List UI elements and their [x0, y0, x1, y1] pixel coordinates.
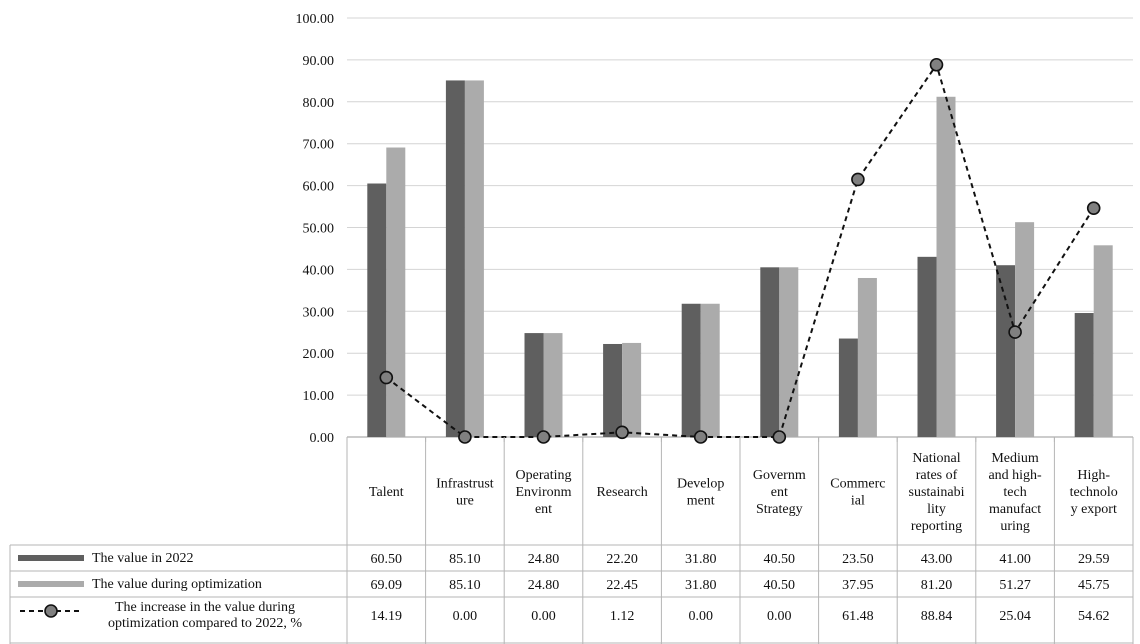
table-value: 31.80	[685, 552, 717, 567]
increase-line	[379, 57, 1101, 444]
y-tick-label: 10.00	[303, 389, 335, 404]
bar-optimization	[1015, 222, 1035, 437]
bar-optimization	[622, 342, 642, 437]
bar-2022	[838, 338, 858, 437]
bar-optimization	[543, 333, 563, 437]
category-label: Infrastrust ure	[436, 477, 494, 509]
table-value: 25.04	[999, 609, 1031, 624]
table-value: 0.00	[767, 609, 792, 624]
bar-2022	[524, 333, 544, 437]
category-label: Research	[596, 485, 647, 500]
increase-line-path	[385, 62, 1095, 438]
bar-2022	[1074, 313, 1094, 437]
table-value: 41.00	[999, 552, 1031, 567]
bar-optimization	[857, 277, 877, 437]
table-value: 85.10	[449, 552, 481, 567]
table-value: 54.62	[1078, 609, 1110, 624]
table-value: 43.00	[921, 552, 953, 567]
increase-point	[929, 57, 944, 72]
y-tick-label: 100.00	[296, 12, 335, 27]
y-tick-label: 90.00	[303, 54, 335, 69]
bar-2022	[917, 256, 937, 437]
table-value: 23.50	[842, 552, 874, 567]
table-value: 31.80	[685, 578, 717, 593]
y-tick-label: 40.00	[303, 263, 335, 278]
y-axis-tick-labels: 0.00 10.00 20.00 30.00 40.00 50.00 60.00 70.00 8…	[296, 12, 335, 446]
y-tick-label: 70.00	[303, 138, 335, 153]
bar-2022	[445, 80, 465, 437]
table-value: 0.00	[531, 609, 556, 624]
table-value: 14.19	[371, 609, 403, 624]
increase-point	[1086, 201, 1101, 215]
legend-label-2022: The value in 2022	[92, 551, 193, 566]
bar-optimization	[386, 147, 406, 438]
table-value: 40.50	[764, 552, 796, 567]
category-label: Operating Environm ent	[516, 468, 572, 517]
table-value: 22.45	[606, 578, 638, 593]
bar-optimization	[779, 267, 799, 437]
bar-2022	[760, 267, 780, 437]
table-value: 40.50	[764, 578, 796, 593]
y-tick-label: 50.00	[303, 222, 335, 237]
bar-2022	[996, 265, 1016, 437]
table-value: 24.80	[528, 552, 560, 567]
y-tick-label: 30.00	[303, 305, 335, 320]
bar-optimization	[464, 80, 484, 437]
table-value: 88.84	[921, 609, 953, 624]
table-value: 29.59	[1078, 552, 1110, 567]
bar-2022	[367, 183, 387, 437]
bar-optimization	[700, 303, 720, 437]
increase-point	[1008, 325, 1022, 339]
increase-point	[851, 172, 865, 187]
data-table: Talent Infrastrust ure Operating Environm ent…	[9, 437, 1134, 644]
increase-point	[772, 430, 787, 444]
legend-key-optimization	[18, 581, 84, 587]
legend-label-optimization: The value during optimization	[92, 577, 262, 592]
increase-point	[536, 430, 551, 444]
bar-optimization	[1093, 245, 1113, 437]
table-value: 0.00	[688, 609, 713, 624]
table-value: 24.80	[528, 578, 560, 593]
bar-2022	[681, 303, 701, 437]
bars	[367, 80, 1113, 438]
y-tick-label: 80.00	[303, 96, 335, 111]
table-value: 22.20	[606, 552, 638, 567]
category-label: High-technolo y export	[1070, 468, 1118, 517]
y-tick-label: 20.00	[303, 347, 335, 362]
table-value: 60.50	[371, 552, 403, 567]
table-value: 85.10	[449, 578, 481, 593]
table-value: 69.09	[371, 578, 403, 593]
table-value: 61.48	[842, 609, 874, 624]
bar-optimization	[936, 96, 956, 437]
table-value: 51.27	[999, 578, 1031, 593]
table-value: 45.75	[1078, 578, 1110, 593]
category-label: Medium and high-tech manufact uring	[988, 451, 1042, 534]
y-tick-label: 60.00	[303, 180, 335, 195]
increase-point	[379, 370, 394, 385]
table-value: 37.95	[842, 578, 874, 593]
legend-key-marker	[44, 604, 58, 618]
category-label: Commerc ial	[830, 477, 885, 509]
category-label: Governm ent Strategy	[753, 468, 806, 517]
bar-2022	[603, 343, 623, 437]
legend-label-increase: The increase in the value during optimiza…	[108, 600, 302, 631]
increase-point	[693, 430, 708, 444]
y-tick-label: 0.00	[310, 431, 335, 446]
table-value: 81.20	[921, 578, 953, 593]
increase-point	[615, 425, 629, 440]
table-value: 1.12	[610, 609, 635, 624]
increase-point	[458, 430, 472, 444]
category-label: Talent	[369, 485, 404, 500]
category-label: National rates of sustainabi lity reporting	[909, 451, 965, 534]
table-value: 0.00	[453, 609, 478, 624]
category-label: Develop ment	[677, 477, 724, 509]
legend-key-2022	[18, 555, 84, 561]
